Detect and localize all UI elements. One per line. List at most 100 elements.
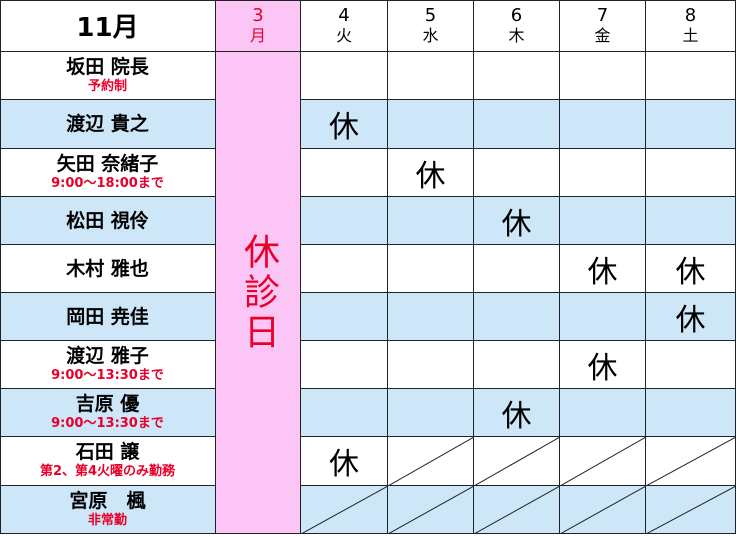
staff-name: 宮原 楓	[69, 489, 146, 512]
day-cell: 休	[474, 197, 560, 245]
day-cell	[646, 486, 736, 534]
staff-name: 石田 譲	[75, 441, 140, 463]
staff-name: 岡田 尭佳	[66, 305, 149, 328]
off-mark: 休	[329, 447, 359, 482]
staff-note: 非常勤	[87, 512, 127, 528]
day-cell	[301, 389, 388, 437]
off-mark: 休	[675, 302, 706, 338]
day-cell	[388, 245, 474, 293]
day-cell	[560, 437, 646, 486]
month-header: 11月	[0, 0, 216, 52]
day-cell	[560, 197, 646, 245]
staff-note: 9:00～13:30まで	[51, 367, 164, 383]
slash	[388, 437, 473, 485]
weekday: 土	[682, 25, 699, 45]
staff-name: 木村 雅也	[66, 257, 149, 280]
day-cell	[301, 197, 388, 245]
day-cell: 休	[474, 389, 560, 437]
day-cell	[474, 245, 560, 293]
day-cell	[646, 100, 736, 149]
staff-cell: 矢田 奈緒子 9:00～18:00まで	[0, 149, 216, 197]
weekday: 火	[335, 25, 352, 45]
staff-cell: 木村 雅也	[0, 245, 216, 293]
day-cell	[560, 100, 646, 149]
staff-cell: 岡田 尭佳	[0, 293, 216, 341]
day-number: 8	[684, 4, 697, 26]
staff-name: 吉原 優	[75, 392, 140, 415]
day-number: 4	[338, 4, 350, 26]
day-cell	[388, 341, 474, 389]
day-cell	[474, 486, 560, 534]
day-cell	[560, 149, 646, 197]
day-cell	[560, 389, 646, 437]
day-cell: 休	[560, 341, 646, 389]
closed-label: 休診日	[238, 232, 279, 353]
day-cell	[474, 341, 560, 389]
staff-cell: 石田 譲第2、第4火曜のみ勤務	[0, 437, 216, 486]
off-mark: 休	[329, 110, 359, 145]
day-cell	[301, 486, 388, 534]
staff-note: 9:00～13:30まで	[51, 415, 164, 431]
slash	[301, 486, 387, 533]
staff-name: 渡辺 貴之	[66, 113, 149, 135]
off-mark: 休	[587, 254, 618, 290]
day-cell	[646, 52, 736, 100]
day-cell	[560, 486, 646, 534]
day-cell	[646, 149, 736, 197]
off-mark: 休	[501, 398, 532, 434]
day-cell: 休	[301, 437, 388, 486]
day-cell	[474, 149, 560, 197]
day-cell	[388, 52, 474, 100]
staff-cell: 坂田 院長 予約制	[0, 52, 216, 100]
day-cell	[646, 389, 736, 437]
staff-note: 予約制	[87, 78, 127, 94]
day-cell	[301, 149, 388, 197]
staff-name: 渡辺 雅子	[66, 344, 149, 367]
day-cell	[560, 52, 646, 100]
day-cell	[301, 293, 388, 341]
staff-cell: 渡辺 貴之	[0, 100, 216, 149]
off-mark: 休	[587, 350, 618, 386]
weekday: 木	[508, 25, 525, 45]
day-cell	[388, 197, 474, 245]
staff-cell: 松田 視伶	[0, 197, 216, 245]
day-cell: 休	[560, 245, 646, 293]
day-number: 3	[252, 4, 264, 26]
staff-note: 9:00～18:00まで	[51, 175, 164, 191]
slash	[474, 486, 559, 533]
slash	[646, 486, 735, 533]
day-cell	[388, 293, 474, 341]
slash	[388, 486, 473, 533]
day-cell	[301, 52, 388, 100]
staff-cell: 宮原 楓非常勤	[0, 486, 216, 534]
day-cell: 休	[646, 245, 736, 293]
day-number: 5	[424, 4, 437, 26]
day-cell	[388, 486, 474, 534]
closed-column: 休診日	[216, 52, 301, 534]
off-mark: 休	[675, 254, 706, 290]
day-cell	[560, 293, 646, 341]
staff-name: 坂田 院長	[66, 55, 149, 78]
day-cell: 休	[301, 100, 388, 149]
day-cell	[301, 245, 388, 293]
off-mark: 休	[501, 206, 532, 242]
day-cell	[474, 100, 560, 149]
staff-name: 矢田 奈緒子	[56, 152, 159, 175]
staff-cell: 渡辺 雅子 9:00～13:30まで	[0, 341, 216, 389]
day-cell	[474, 293, 560, 341]
day-cell	[474, 437, 560, 486]
staff-name: 松田 視伶	[66, 209, 149, 232]
off-mark: 休	[415, 158, 446, 194]
day-cell	[646, 437, 736, 486]
day-number: 7	[596, 4, 609, 26]
month: 11月	[76, 13, 139, 43]
slash	[560, 486, 645, 533]
weekday: 水	[422, 25, 439, 45]
